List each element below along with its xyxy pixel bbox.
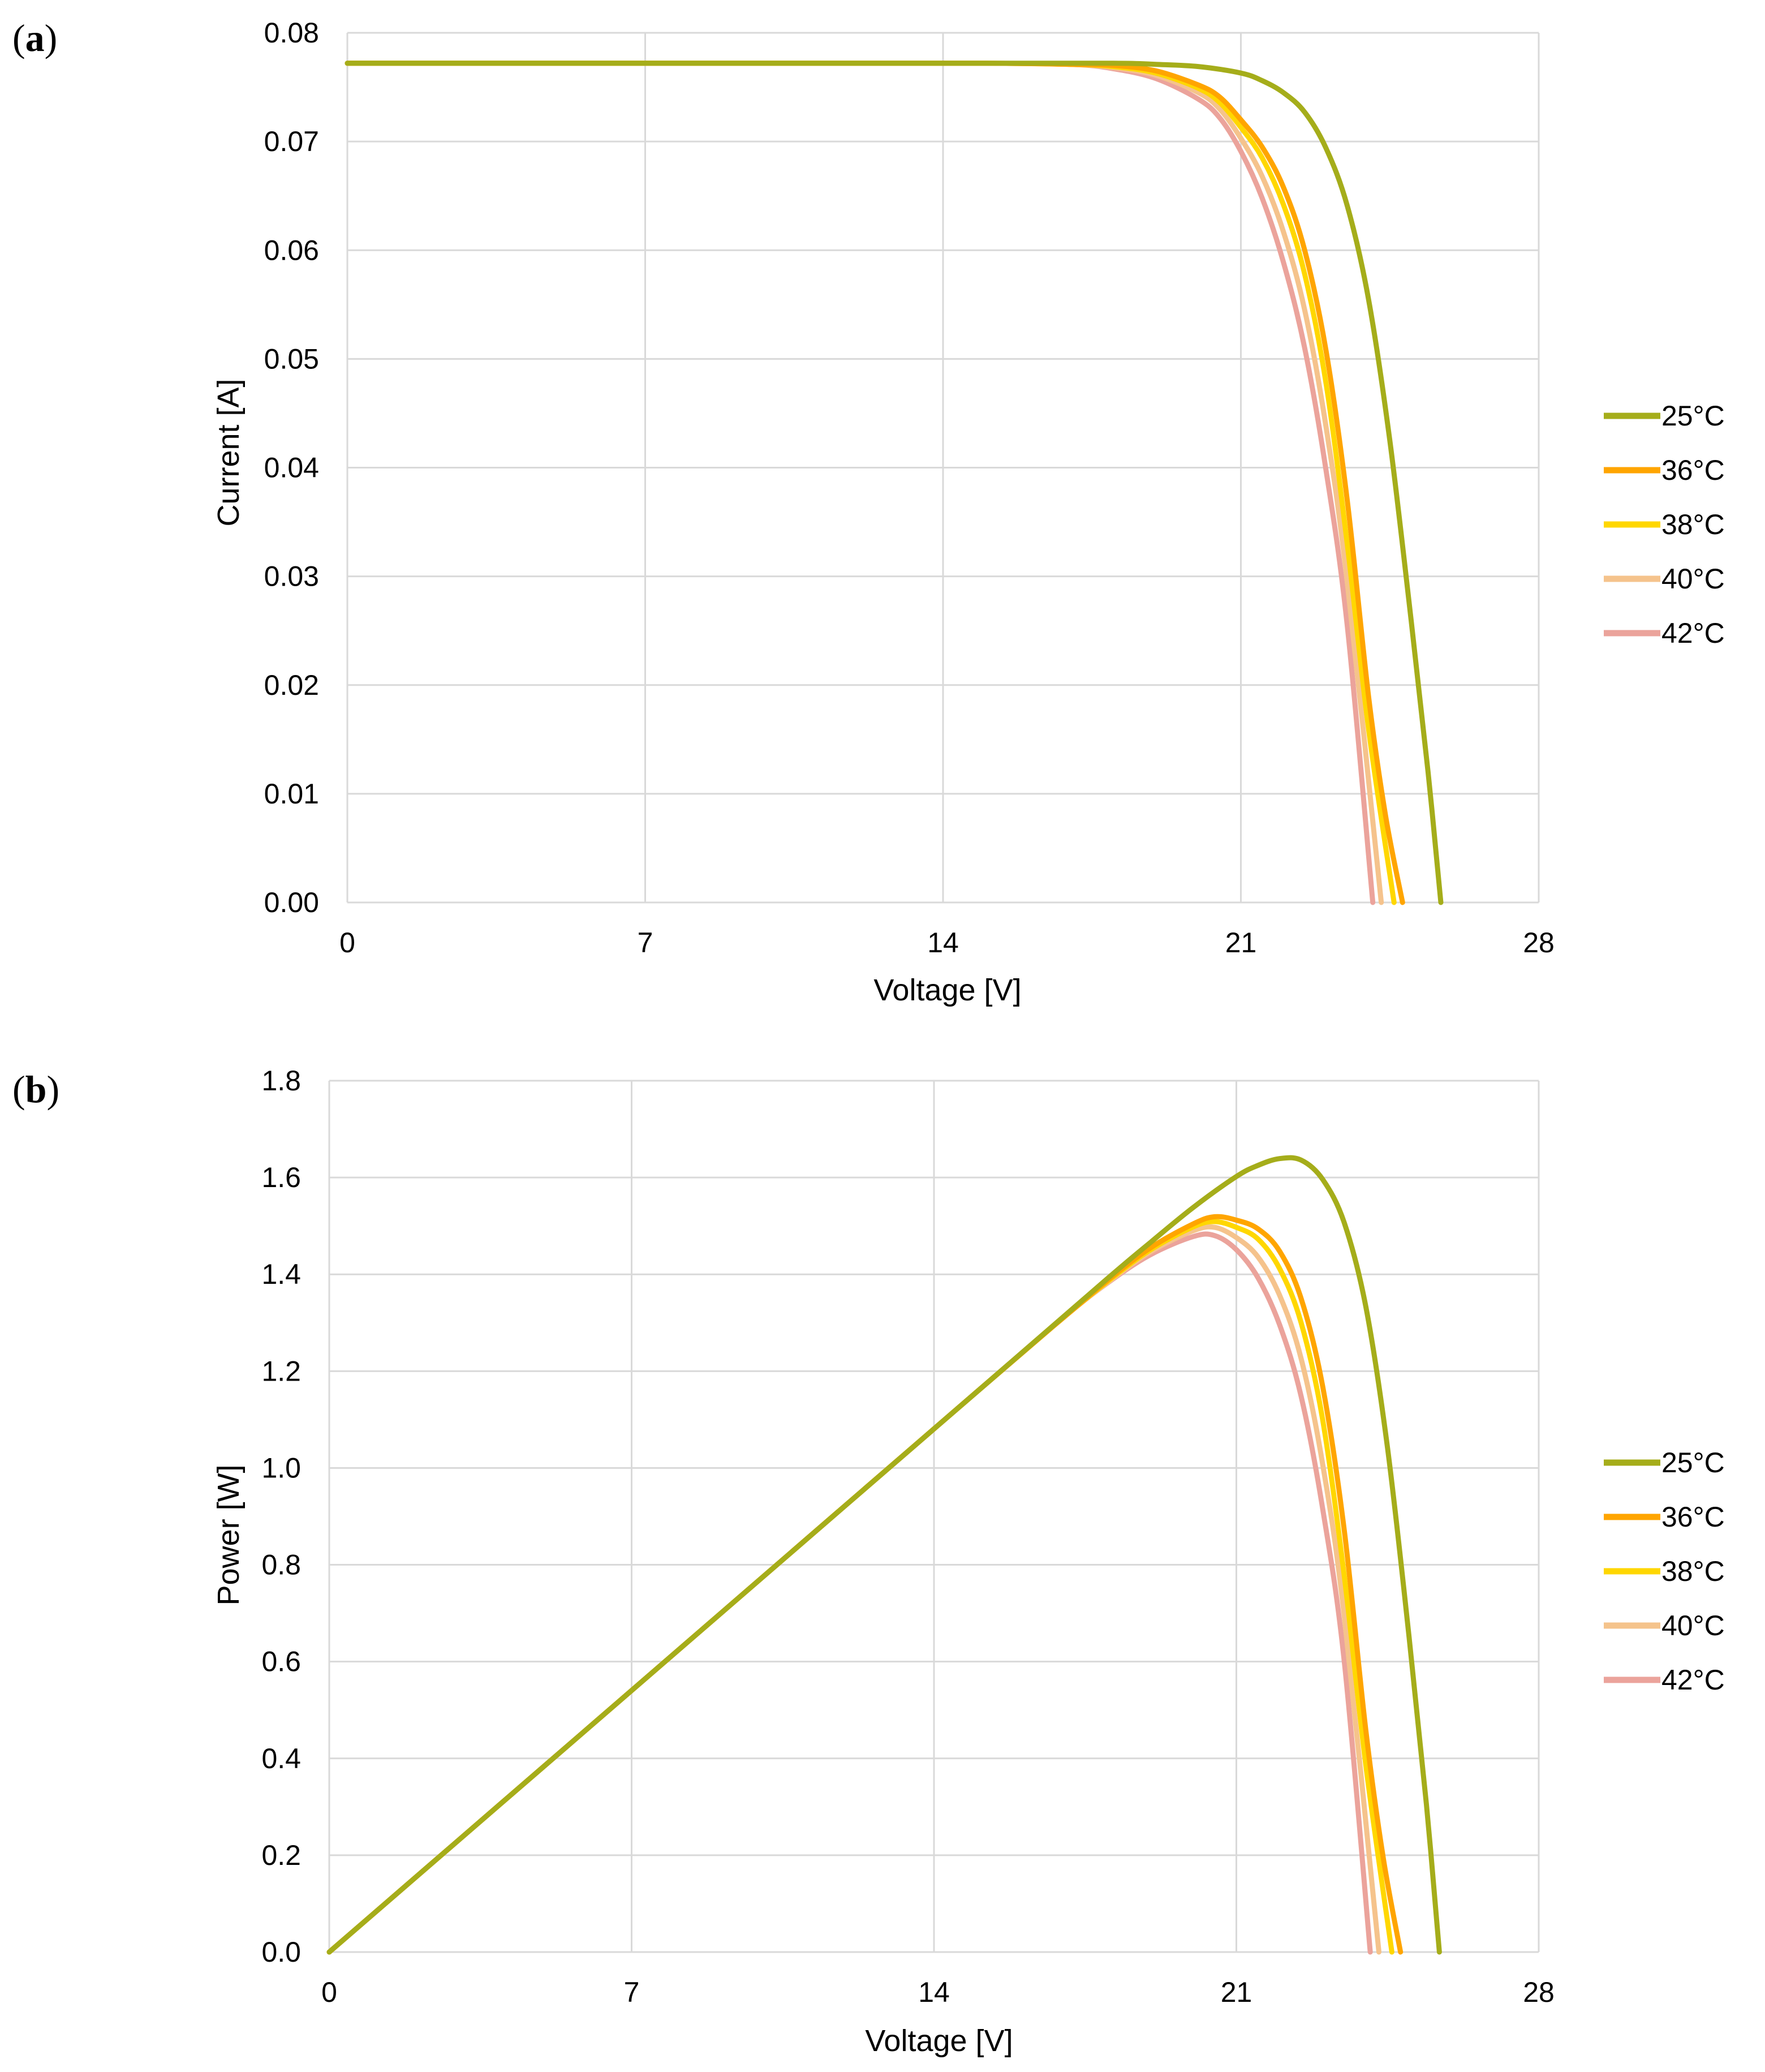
x-tick-label: 21: [1221, 1976, 1252, 2008]
y-tick-label: 0.06: [264, 234, 319, 266]
series-line-25c: [345, 61, 1444, 905]
legend-label-40c: 40°C: [1661, 1610, 1725, 1641]
y-tick-labels: 0.0 0.2 0.4 0.6 0.8 1.0 1.2 1.4 1.6 1.8: [261, 1065, 301, 1968]
legend: 25°C 36°C 38°C 40°C 42°C: [1604, 400, 1725, 649]
legend-label-40c: 40°C: [1661, 563, 1725, 595]
series-line-38c: [345, 61, 1397, 905]
panel-label-b-letter: b: [25, 1068, 47, 1111]
panel-label-b: (b): [12, 1068, 59, 1111]
series-line-40c: [345, 61, 1384, 905]
y-tick-label: 0.08: [264, 17, 319, 49]
y-tick-label: 0.05: [264, 343, 319, 375]
gridlines: [328, 1080, 1540, 1953]
series-line-36c: [326, 1214, 1404, 1955]
legend-label-38c: 38°C: [1661, 1555, 1725, 1587]
gridlines: [346, 32, 1540, 904]
x-tick-label: 7: [624, 1976, 640, 2008]
panel-label-a-letter: a: [25, 16, 45, 59]
x-axis-title: Voltage [V]: [873, 973, 1021, 1007]
x-axis-title: Voltage [V]: [865, 2024, 1013, 2058]
legend-label-36c: 36°C: [1661, 1501, 1725, 1533]
series-line-42c: [326, 1231, 1373, 1955]
y-tick-label: 1.2: [261, 1355, 301, 1387]
y-tick-label: 0.07: [264, 126, 319, 157]
legend-label-42c: 42°C: [1661, 617, 1725, 649]
y-axis-title: Power [W]: [212, 1464, 246, 1605]
y-tick-label: 0.04: [264, 452, 319, 484]
y-tick-label: 1.4: [261, 1258, 301, 1290]
y-tick-label: 0.8: [261, 1549, 301, 1581]
y-tick-label: 0.02: [264, 669, 319, 701]
chart-panel-b: (b) 0.0 0.2 0.4 0.6 0.8 1.0 1.2 1.4 1.6 1.8 0 7 14 2…: [12, 1065, 1725, 2058]
legend-label-36c: 36°C: [1661, 454, 1725, 486]
legend-label-25c: 25°C: [1661, 1447, 1725, 1478]
x-tick-label: 0: [321, 1976, 337, 2008]
y-tick-label: 0.0: [261, 1936, 301, 1968]
panel-label-a: (a): [12, 16, 57, 59]
x-tick-label: 28: [1523, 1976, 1555, 2008]
x-tick-label: 14: [918, 1976, 950, 2008]
y-tick-label: 0.01: [264, 778, 319, 810]
legend-label-25c: 25°C: [1661, 400, 1725, 432]
legend: 25°C 36°C 38°C 40°C 42°C: [1604, 1447, 1725, 1696]
x-tick-label: 28: [1523, 927, 1555, 958]
y-tick-label: 0.2: [261, 1839, 301, 1871]
y-tick-label: 1.8: [261, 1065, 301, 1097]
y-tick-label: 0.4: [261, 1743, 301, 1774]
y-tick-label: 0.03: [264, 561, 319, 592]
legend-label-42c: 42°C: [1661, 1664, 1725, 1696]
x-tick-labels: 0 7 14 21 28: [321, 1976, 1555, 2008]
x-tick-label: 7: [638, 927, 653, 958]
y-tick-label: 0.00: [264, 887, 319, 918]
x-tick-label: 14: [927, 927, 959, 958]
series-lines: [326, 1155, 1442, 1955]
series-line-42c: [345, 61, 1376, 905]
y-axis-title: Current [A]: [212, 379, 246, 526]
y-tick-label: 1.6: [261, 1162, 301, 1193]
chart-panel-a: (a) 0.00 0.01 0.02 0.03 0.04 0.05 0.06 0.07 0.08…: [12, 16, 1725, 1007]
y-tick-label: 1.0: [261, 1452, 301, 1484]
series-line-36c: [345, 61, 1405, 905]
legend-label-38c: 38°C: [1661, 509, 1725, 540]
series-line-40c: [326, 1224, 1381, 1955]
x-tick-labels: 0 7 14 21 28: [339, 927, 1555, 958]
series-line-38c: [326, 1219, 1394, 1955]
series-lines: [345, 61, 1444, 905]
x-tick-label: 21: [1225, 927, 1257, 958]
x-tick-label: 0: [339, 927, 355, 958]
y-tick-label: 0.6: [261, 1646, 301, 1678]
y-tick-labels: 0.00 0.01 0.02 0.03 0.04 0.05 0.06 0.07 0.08: [264, 17, 319, 918]
series-line-25c: [326, 1155, 1442, 1955]
